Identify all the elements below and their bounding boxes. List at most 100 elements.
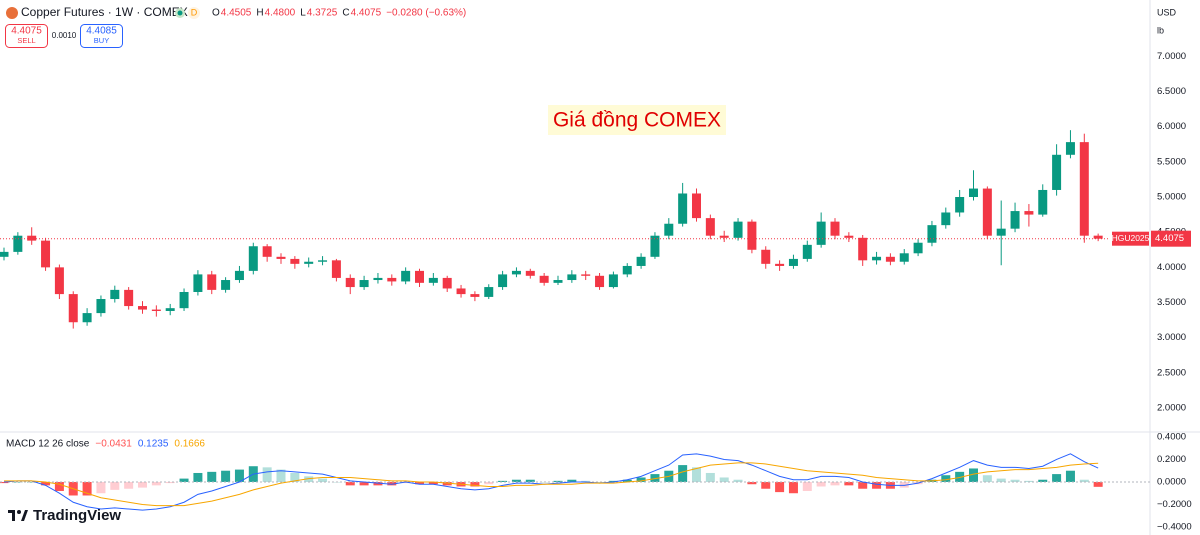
ohlc-value: 4.4800 <box>265 8 296 19</box>
candle-body <box>179 291 189 309</box>
candle-body <box>498 274 508 288</box>
candle-body <box>54 267 64 295</box>
histogram-bar <box>761 481 771 489</box>
candle-body <box>595 275 605 288</box>
histogram-bar <box>581 480 591 482</box>
histogram-bar <box>82 481 92 496</box>
histogram-bar <box>1079 479 1089 482</box>
candle-body <box>844 235 854 238</box>
candle-body <box>913 242 923 254</box>
candle-body <box>304 261 314 264</box>
candle-body <box>567 274 577 281</box>
ohlc-label: H <box>256 8 263 19</box>
histogram-bar <box>982 475 992 482</box>
histogram-bar <box>872 481 882 489</box>
histogram-bar <box>318 478 328 482</box>
sell-button[interactable] <box>5 24 48 48</box>
candle-body <box>692 193 701 219</box>
histogram-bar <box>678 465 688 482</box>
candle-body <box>68 294 78 323</box>
candle-body <box>1052 154 1062 190</box>
histogram-bar <box>705 472 715 482</box>
histogram-bar <box>1052 474 1062 482</box>
y-tick-label: 0.0000 <box>1157 476 1186 487</box>
candle-body <box>733 221 743 238</box>
y-tick-label: 2.0000 <box>1157 403 1186 414</box>
y-tick-label: 6.0000 <box>1157 121 1186 132</box>
candle-body <box>996 228 1006 236</box>
y-tick-label: −0.4000 <box>1157 522 1192 533</box>
histogram-bar <box>54 481 64 491</box>
y-tick-label: 2.5000 <box>1157 367 1186 378</box>
candle-body <box>761 249 771 264</box>
histogram-bar <box>525 479 535 482</box>
histogram-bar <box>1038 479 1048 482</box>
spread: 0.0010 <box>52 31 77 40</box>
candle-body <box>193 274 203 292</box>
logo-mark <box>17 510 21 514</box>
histogram-bar <box>1024 480 1034 482</box>
candle-body <box>982 188 992 236</box>
candle-body <box>539 275 549 283</box>
histogram-bar <box>595 481 605 483</box>
candle-body <box>442 277 452 289</box>
histogram-bar <box>899 481 909 488</box>
histogram-bar <box>608 480 618 482</box>
candle-body <box>802 244 812 259</box>
candle-body <box>290 258 300 264</box>
histogram-bar <box>428 481 438 485</box>
candle-body <box>151 309 161 311</box>
candle-body <box>636 256 646 266</box>
histogram-bar <box>110 481 120 490</box>
histogram-bar <box>484 481 494 485</box>
histogram-bar <box>0 481 9 484</box>
candle-body <box>553 280 563 283</box>
histogram-bar <box>151 481 161 486</box>
histogram-bar <box>622 479 632 482</box>
candle-body <box>872 256 882 261</box>
y-tick-label: 4.0000 <box>1157 262 1186 273</box>
currency[interactable]: USD <box>1157 7 1177 17</box>
change: −0.0280 (−0.63%) <box>386 8 466 19</box>
candle-body <box>581 274 591 276</box>
unit[interactable]: lb <box>1157 25 1164 35</box>
candle-body <box>525 270 535 276</box>
histogram-bar <box>359 481 369 486</box>
histogram-bar <box>442 481 452 486</box>
y-tick-label: −0.2000 <box>1157 499 1192 510</box>
buy-button[interactable] <box>80 24 123 48</box>
candle-body <box>138 306 147 310</box>
candle-body <box>927 225 937 243</box>
candle-body <box>331 260 341 278</box>
ohlc-label: C <box>342 8 349 19</box>
histogram-bar <box>858 481 868 489</box>
candle-body <box>345 277 355 288</box>
candle-body <box>1079 142 1089 236</box>
candle-body <box>1093 235 1103 239</box>
histogram-bar <box>844 481 854 486</box>
symbol[interactable]: Copper Futures · 1W · COMEX <box>21 5 188 19</box>
badge-bg <box>188 7 200 19</box>
histogram-bar <box>511 479 521 482</box>
price-label-bg <box>1151 230 1191 247</box>
histogram-bar <box>733 479 743 482</box>
histogram-bar <box>387 481 397 486</box>
histogram-bar <box>553 480 563 482</box>
histogram-bar <box>179 478 189 482</box>
histogram-bar <box>969 468 978 482</box>
candle-body <box>13 235 23 252</box>
y-tick-label: 0.2000 <box>1157 454 1186 465</box>
histogram-bar <box>775 481 785 493</box>
histogram-bar <box>415 481 424 485</box>
candle-body <box>858 237 868 261</box>
candle-body <box>221 280 231 290</box>
candle-body <box>110 289 120 300</box>
y-tick-label: 7.0000 <box>1157 51 1186 62</box>
candle-body <box>234 270 244 281</box>
candle-body <box>262 246 272 257</box>
histogram-bar <box>636 477 646 482</box>
candle-body <box>608 274 618 288</box>
histogram-bar <box>1093 481 1103 487</box>
histogram-bar <box>955 471 965 482</box>
